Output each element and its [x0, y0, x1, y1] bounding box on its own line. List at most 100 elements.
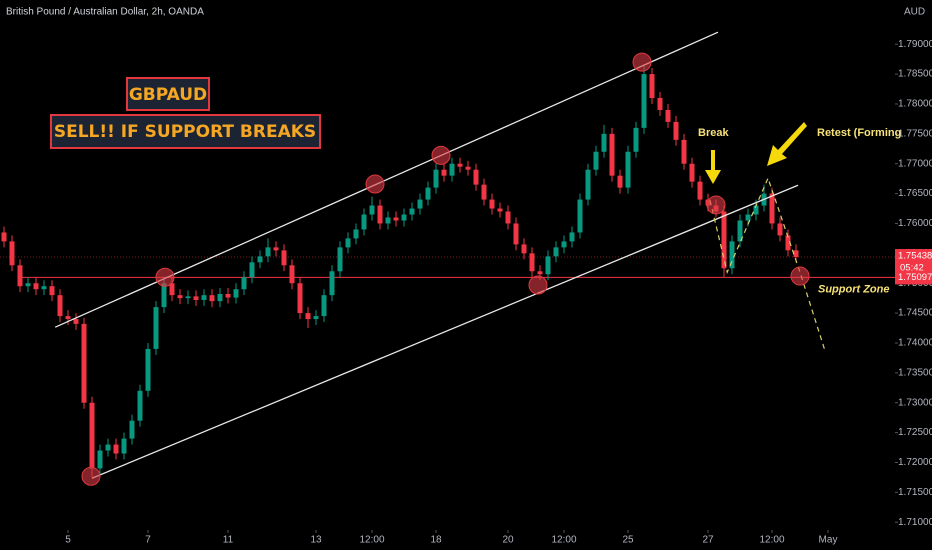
touch-marker: [365, 174, 385, 194]
candle-body: [593, 151, 599, 170]
candle-body: [273, 247, 279, 251]
candle-body: [121, 438, 127, 454]
y-tick-label: 1.76000: [898, 218, 932, 229]
candle-body: [609, 133, 615, 176]
candle-body: [561, 241, 567, 248]
candle-body: [353, 229, 359, 239]
candle-body: [257, 256, 263, 263]
candle-body: [409, 208, 415, 215]
candle-body: [369, 205, 375, 215]
x-tick-label: 25: [622, 535, 634, 546]
candle-body: [225, 293, 231, 298]
candle-body: [753, 205, 759, 215]
call-label: SELL!! IF SUPPORT BREAKS: [54, 122, 316, 142]
touch-marker: [528, 275, 548, 295]
candle-body: [153, 307, 159, 349]
candle-body: [457, 163, 463, 167]
candle-body: [521, 244, 527, 254]
candle-body: [73, 319, 79, 324]
candle-body: [665, 109, 671, 122]
candle-body: [425, 187, 431, 200]
candle-body: [345, 238, 351, 248]
countdown-label: 05:42: [900, 263, 924, 274]
candle-body: [209, 295, 215, 302]
y-tick-label: 1.73500: [898, 367, 932, 378]
y-tick-label: 1.71000: [898, 517, 932, 528]
x-tick-label: 12:00: [759, 535, 784, 546]
candle-body: [473, 169, 479, 185]
y-tick-label: 1.73000: [898, 397, 932, 408]
candle-body: [553, 247, 559, 257]
y-tick-label: 1.77500: [898, 128, 932, 139]
candle-body: [161, 283, 167, 308]
candle-body: [113, 444, 119, 454]
candle-body: [265, 247, 271, 257]
candle-body: [417, 199, 423, 209]
chart-title: British Pound / Australian Dollar, 2h, O…: [6, 7, 204, 18]
candle-body: [89, 402, 95, 469]
candle-body: [625, 151, 631, 188]
candle-body: [105, 444, 111, 451]
candle-body: [129, 420, 135, 439]
candle-body: [529, 253, 535, 272]
candle-body: [241, 277, 247, 290]
candle-body: [729, 241, 735, 269]
candle-body: [41, 286, 47, 290]
plot-area: [0, 31, 898, 533]
candle-body: [681, 139, 687, 164]
x-tick-label: 18: [430, 535, 442, 546]
candle-body: [737, 220, 743, 242]
symbol-box: [126, 77, 210, 111]
candle-body: [297, 283, 303, 314]
y-tick-label: 1.72500: [898, 427, 932, 438]
projection-path: [709, 176, 826, 351]
y-tick-label: 1.72000: [898, 457, 932, 468]
x-tick-label: 7: [145, 535, 151, 546]
x-tick-label: 12:00: [359, 535, 384, 546]
candle-body: [633, 127, 639, 152]
last-price-label: 1.75438: [898, 251, 932, 262]
candle-body: [697, 181, 703, 200]
candle-body: [505, 211, 511, 224]
candle-body: [537, 271, 543, 275]
candle-body: [497, 208, 503, 212]
y-tick-label: 1.74000: [898, 338, 932, 349]
candle-body: [9, 241, 15, 266]
candle-body: [17, 265, 23, 287]
candle-body: [305, 313, 311, 320]
y-tick-label: 1.79000: [898, 39, 932, 50]
candle-body: [193, 296, 199, 300]
currency-label: AUD: [904, 7, 925, 18]
candle-body: [337, 247, 343, 272]
support-price-label: 1.75097: [898, 272, 932, 283]
candle-body: [745, 214, 751, 221]
candle-body: [97, 450, 103, 469]
candle-body: [641, 74, 647, 128]
candle-body: [137, 390, 143, 421]
candle-body: [673, 121, 679, 140]
touch-marker: [431, 145, 451, 165]
candle-body: [169, 283, 175, 296]
candle-body: [721, 211, 727, 269]
candle-body: [489, 199, 495, 209]
touch-marker: [155, 267, 175, 287]
candle-body: [657, 97, 663, 110]
x-tick-label: May: [819, 535, 838, 546]
candle-body: [513, 223, 519, 245]
candle-body: [177, 295, 183, 299]
touch-marker: [632, 52, 652, 72]
candle-body: [65, 316, 71, 320]
y-tick-label: 1.78000: [898, 99, 932, 110]
candle-body: [57, 295, 63, 317]
touch-marker: [706, 195, 726, 215]
break-label: Break: [698, 127, 729, 139]
y-tick-label: 1.78500: [898, 69, 932, 80]
candle-body: [145, 348, 151, 391]
candle-body: [793, 250, 799, 258]
candle-body: [585, 169, 591, 200]
y-tick-label: 1.76500: [898, 188, 932, 199]
support-label: Support Zone: [818, 283, 890, 295]
candle-body: [441, 169, 447, 176]
candle-body: [49, 286, 55, 296]
channel-lower: [91, 184, 799, 479]
